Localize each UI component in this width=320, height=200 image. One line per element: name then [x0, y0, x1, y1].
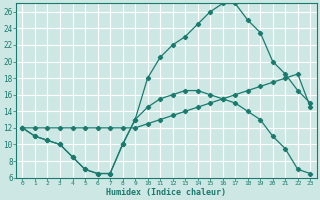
X-axis label: Humidex (Indice chaleur): Humidex (Indice chaleur) — [106, 188, 226, 197]
